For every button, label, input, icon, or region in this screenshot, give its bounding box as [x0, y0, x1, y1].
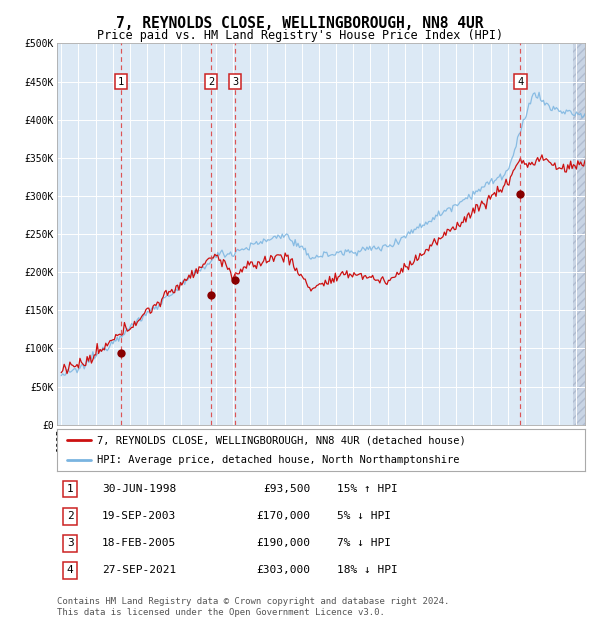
Text: 1: 1 [67, 484, 74, 494]
Text: 4: 4 [517, 76, 524, 87]
Text: 5% ↓ HPI: 5% ↓ HPI [337, 512, 391, 521]
Text: 19-SEP-2003: 19-SEP-2003 [102, 512, 176, 521]
Text: £93,500: £93,500 [263, 484, 310, 494]
Text: 7, REYNOLDS CLOSE, WELLINGBOROUGH, NN8 4UR (detached house): 7, REYNOLDS CLOSE, WELLINGBOROUGH, NN8 4… [97, 435, 466, 445]
Text: 2: 2 [67, 512, 74, 521]
Text: 18-FEB-2005: 18-FEB-2005 [102, 538, 176, 548]
Text: £190,000: £190,000 [256, 538, 310, 548]
Text: 3: 3 [67, 538, 74, 548]
Text: £170,000: £170,000 [256, 512, 310, 521]
Text: Price paid vs. HM Land Registry's House Price Index (HPI): Price paid vs. HM Land Registry's House … [97, 29, 503, 42]
Text: 1: 1 [118, 76, 124, 87]
Text: 30-JUN-1998: 30-JUN-1998 [102, 484, 176, 494]
Text: 18% ↓ HPI: 18% ↓ HPI [337, 565, 398, 575]
Text: Contains HM Land Registry data © Crown copyright and database right 2024.
This d: Contains HM Land Registry data © Crown c… [57, 598, 449, 617]
Text: £303,000: £303,000 [256, 565, 310, 575]
Text: 7, REYNOLDS CLOSE, WELLINGBOROUGH, NN8 4UR: 7, REYNOLDS CLOSE, WELLINGBOROUGH, NN8 4… [116, 16, 484, 30]
Text: HPI: Average price, detached house, North Northamptonshire: HPI: Average price, detached house, Nort… [97, 455, 459, 465]
Text: 4: 4 [67, 565, 74, 575]
Bar [574, 43, 585, 425]
Text: 2: 2 [208, 76, 214, 87]
Text: 3: 3 [232, 76, 238, 87]
Text: 27-SEP-2021: 27-SEP-2021 [102, 565, 176, 575]
Text: 7% ↓ HPI: 7% ↓ HPI [337, 538, 391, 548]
Text: 15% ↑ HPI: 15% ↑ HPI [337, 484, 398, 494]
